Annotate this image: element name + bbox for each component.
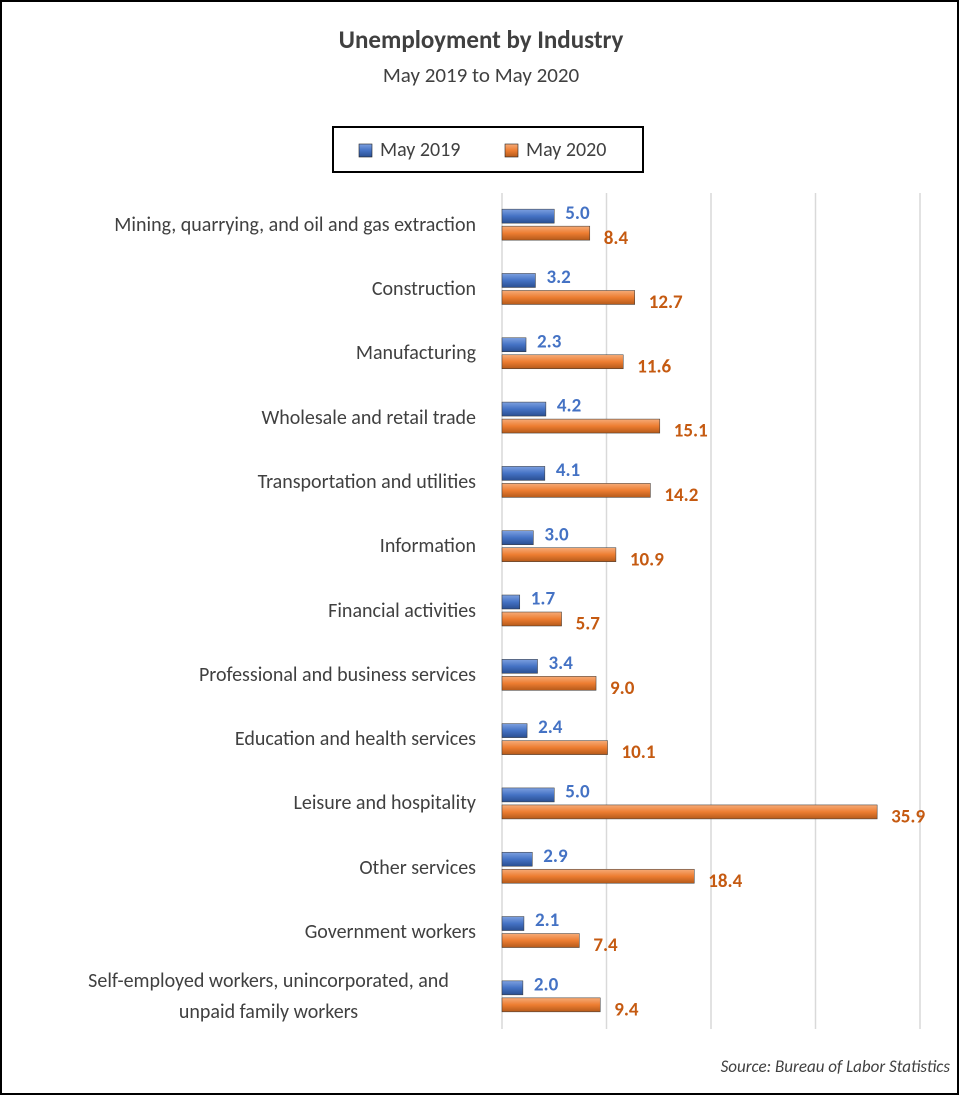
bar [501,273,536,288]
value-label: 11.6 [637,355,671,378]
category-label-box: Self-employed workers, unincorporated, a… [61,965,476,1029]
bar [501,418,661,434]
y-tick-label: Construction [371,276,476,301]
bar [501,611,562,627]
value-label: 2.1 [535,909,559,932]
y-tick-label: Leisure and hospitality [293,791,476,816]
bar [501,933,580,948]
bar [501,868,695,884]
bar [501,676,597,691]
value-label: 5.0 [565,781,590,804]
bar [501,804,878,820]
y-tick-label: Other services [359,855,476,880]
value-label: 7.4 [593,934,618,957]
bar [501,740,608,755]
value-label: 15.1 [674,420,708,443]
category-label-box: Leisure and hospitality [293,772,476,836]
y-tick-label: Manufacturing [355,341,476,366]
value-label: 14.2 [664,484,698,507]
value-label: 5.7 [576,613,601,636]
chart-title: Unemployment by Industry [339,24,624,55]
value-label: 2.4 [538,716,563,739]
bar [501,530,534,545]
legend-label: May 2019 [380,138,460,162]
value-label: 8.4 [604,227,629,250]
y-tick-label: Professional and business services [198,662,476,687]
bar [501,208,555,224]
value-label: 5.0 [565,202,590,225]
category-label-box: Government workers [305,901,476,965]
category-label-box: Financial activities [328,579,476,643]
value-label: 2.3 [537,330,562,353]
value-label: 2.0 [534,973,559,996]
category-label-box: Information [380,515,476,579]
y-tick-label: Financial activities [328,598,476,623]
category-label-box: Other services [359,836,476,900]
bar [501,225,591,241]
legend-swatch [504,143,519,158]
value-label: 35.9 [891,806,925,829]
value-label: 9.0 [610,677,635,700]
bar [501,401,547,417]
value-label: 9.4 [614,998,639,1021]
legend-box [332,126,644,173]
source-note: Source: Bureau of Labor Statistics [721,1056,951,1077]
category-label-box: Manufacturing [356,322,476,386]
y-tick-label: Education and health services [234,727,476,752]
value-label: 4.1 [556,459,580,482]
y-tick-label: Mining, quarrying, and oil and gas extra… [114,212,476,237]
bar [501,787,555,803]
y-tick-label: Government workers [304,920,476,945]
bar [501,723,528,738]
category-label-box: Wholesale and retail trade [261,386,476,450]
category-label-box: Transportation and utilities [258,450,476,514]
value-label: 12.7 [649,291,683,314]
bar [501,354,624,370]
value-label: 2.9 [543,845,568,868]
value-label: 3.0 [544,523,569,546]
bar [501,290,635,305]
bar [501,547,617,562]
value-label: 10.9 [630,548,664,571]
value-label: 3.2 [546,266,570,289]
bar [501,980,524,996]
legend-swatch [358,143,373,158]
y-tick-label: Transportation and utilities [257,469,476,494]
value-label: 10.1 [622,741,656,764]
value-label: 18.4 [708,870,742,893]
category-label-box: Professional and business services [199,643,476,707]
bar [501,851,533,867]
value-label: 4.2 [557,395,581,418]
bar [501,337,527,353]
bar [501,659,538,674]
category-label-box: Education and health services [235,708,476,772]
value-label: 1.7 [531,588,556,611]
legend-label: May 2020 [526,138,606,162]
category-label-box: Mining, quarrying, and oil and gas extra… [114,193,476,257]
bar [501,466,546,481]
bar [501,483,651,498]
bar [501,997,601,1013]
chart-subtitle: May 2019 to May 2020 [383,62,580,88]
y-tick-label: Wholesale and retail trade [261,405,476,430]
bar [501,594,521,610]
y-tick-label: Information [379,534,476,559]
value-label: 3.4 [549,652,574,675]
y-tick-label: Self-employed workers, unincorporated, a… [88,968,449,1024]
category-label-box: Construction [372,257,476,321]
bar [501,916,525,931]
